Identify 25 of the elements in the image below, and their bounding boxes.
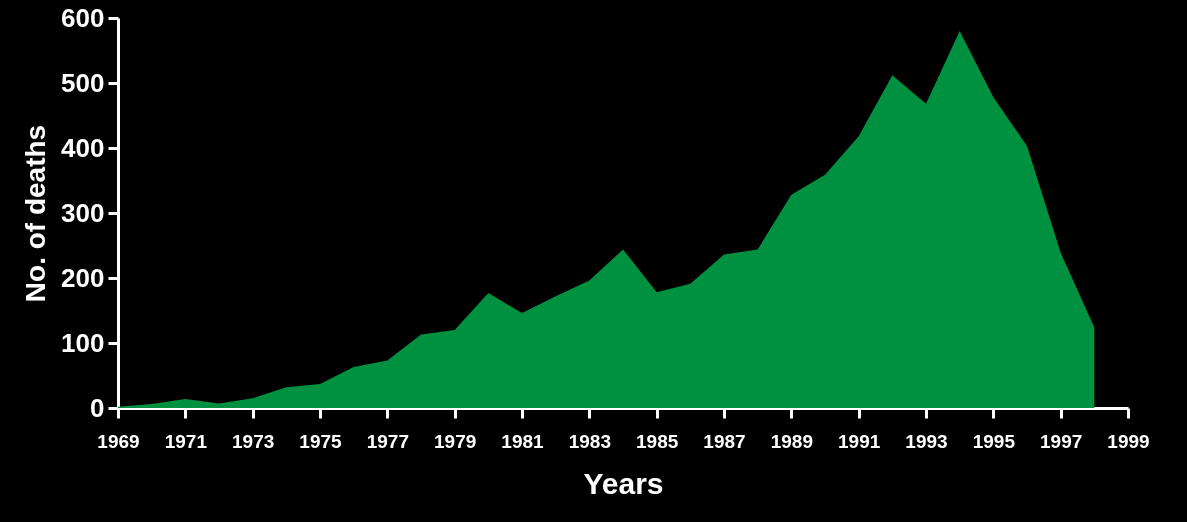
x-tick-label: 1991 — [838, 430, 881, 452]
y-tick-label: 200 — [61, 262, 105, 293]
y-tick-label: 100 — [61, 327, 105, 358]
x-axis-title: Years — [583, 466, 664, 500]
x-tick-label: 1995 — [972, 430, 1016, 452]
x-tick-label: 1993 — [905, 430, 948, 452]
x-tick-label: 1997 — [1040, 430, 1083, 452]
x-tick-label: 1985 — [636, 430, 679, 452]
y-tick-label: 300 — [61, 197, 105, 228]
x-tick-label: 1983 — [568, 430, 611, 452]
y-tick-label: 0 — [90, 392, 105, 423]
y-tick-label: 600 — [61, 2, 105, 33]
x-tick-label: 1989 — [770, 430, 813, 452]
x-tick-label: 1975 — [299, 430, 343, 452]
y-tick-label: 400 — [61, 132, 105, 163]
x-tick-label: 1969 — [97, 430, 140, 452]
y-tick-label: 500 — [61, 67, 105, 98]
x-tick-label: 1981 — [501, 430, 545, 452]
x-tick-label: 1973 — [232, 430, 275, 452]
x-tick-label: 1971 — [164, 430, 208, 452]
x-tick-label: 1999 — [1107, 430, 1150, 452]
x-tick-label: 1979 — [434, 430, 477, 452]
x-tick-label: 1987 — [703, 430, 746, 452]
y-axis-title: No. of deaths — [20, 124, 52, 303]
x-tick-label: 1977 — [366, 430, 409, 452]
